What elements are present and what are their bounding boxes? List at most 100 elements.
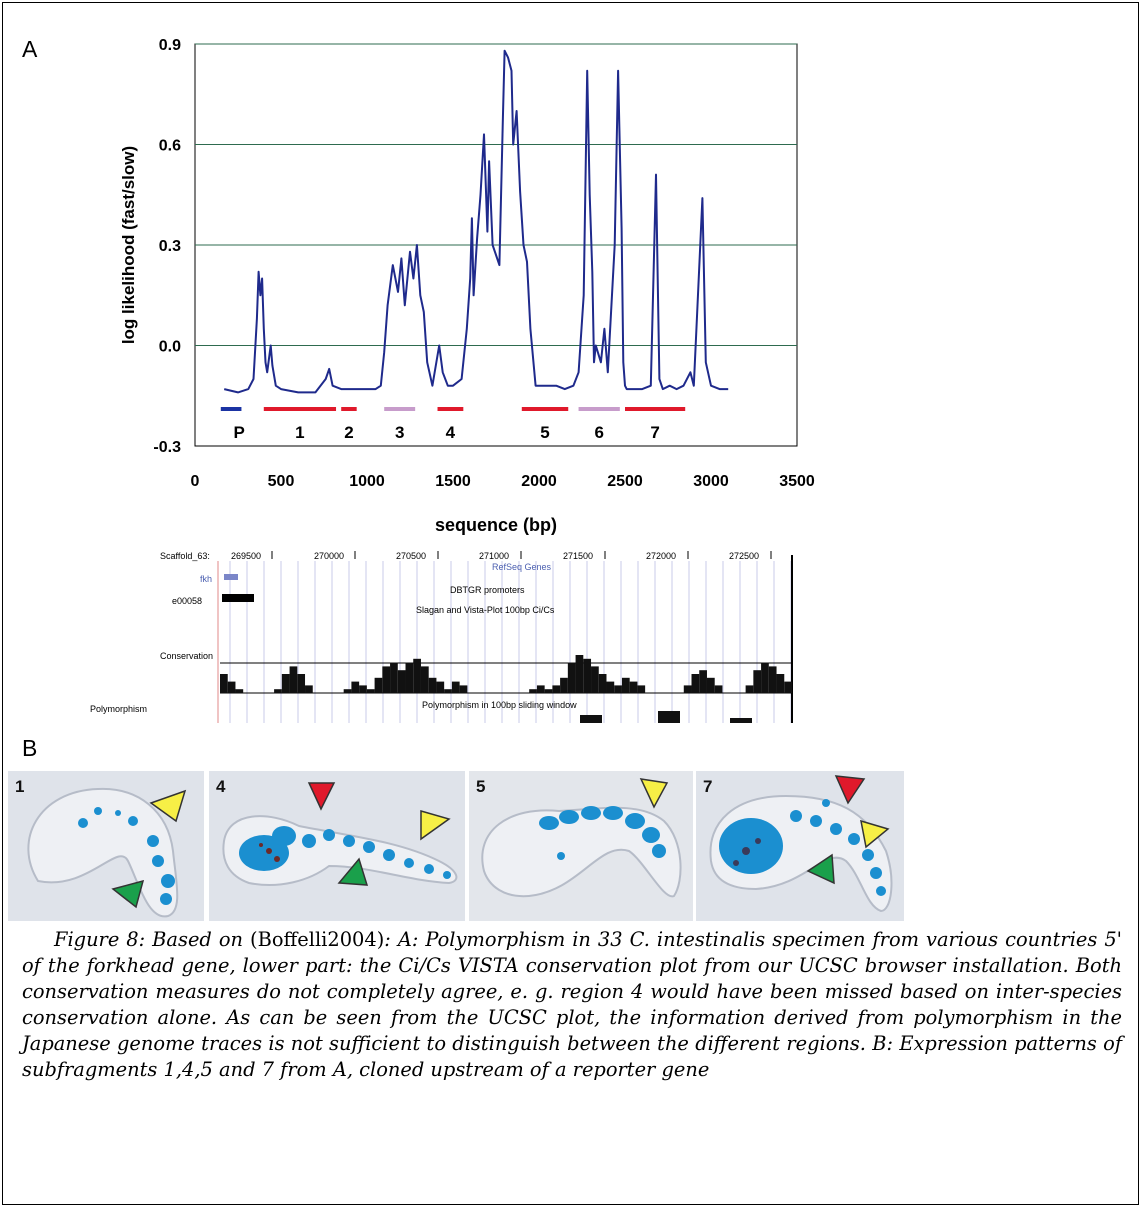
embryo-image	[481, 778, 682, 898]
conservation-bar	[529, 689, 537, 693]
region-label: 4	[446, 423, 456, 442]
red-arrowhead-icon	[834, 775, 866, 805]
conservation-bar	[343, 689, 352, 693]
green-arrowhead-icon	[806, 853, 835, 885]
photo-label: 4	[216, 777, 226, 796]
promoter-block	[222, 594, 254, 602]
embryo-photo: 7	[696, 771, 904, 921]
x-tick-label: 2500	[607, 473, 643, 490]
browser-tracks	[217, 551, 793, 723]
y-tick-label: -0.3	[153, 439, 181, 456]
conservation-bar	[420, 666, 429, 693]
conservation-bar	[544, 689, 553, 693]
region-label: 6	[594, 423, 603, 442]
x-tick-label: 0	[191, 473, 200, 490]
refseq-track-label: RefSeq Genes	[492, 562, 552, 572]
gene-body	[224, 574, 238, 580]
conservation-bar	[451, 681, 460, 693]
conservation-bar	[235, 689, 244, 693]
yellow-arrowhead-icon	[420, 810, 451, 841]
region-label: 2	[344, 423, 353, 442]
photo-label: 5	[476, 777, 486, 796]
conservation-label: Conservation	[160, 651, 214, 661]
conservation-bar	[768, 666, 777, 693]
position-label: 271500	[563, 551, 594, 561]
caption-reference: (Boffelli2004)	[250, 928, 385, 951]
embryo-image	[709, 775, 893, 913]
conservation-bar	[359, 685, 367, 693]
conservation-bar	[552, 685, 561, 693]
embryo-photo: 1	[8, 771, 204, 921]
yellow-arrowhead-icon	[860, 819, 890, 849]
embryo-photo: 5	[469, 771, 693, 921]
conservation-bar	[274, 689, 282, 693]
green-arrowhead-icon	[111, 879, 145, 909]
conservation-bar	[784, 681, 792, 693]
y-tick-label: 0.0	[159, 339, 181, 356]
position-label: 270500	[396, 551, 427, 561]
green-arrowhead-icon	[337, 857, 369, 886]
conservation-bar	[397, 670, 406, 693]
likelihood-line-chart: -0.3 0.0 0.3 0.6 0.9 0 500 1000 1500 2000 2500 3000…	[119, 37, 815, 535]
panel-a-label: A	[22, 36, 38, 62]
conservation-bar	[629, 681, 638, 693]
x-axis-label: sequence (bp)	[435, 515, 557, 535]
embryo-image	[222, 782, 458, 886]
conservation-bar	[428, 677, 437, 693]
position-label: 271000	[479, 551, 510, 561]
conservation-bar	[714, 685, 723, 693]
x-tick-label: 1000	[349, 473, 385, 490]
promoter-id: e00058	[172, 596, 203, 606]
conservation-bar	[297, 674, 306, 693]
panel-b-label: B	[22, 735, 38, 761]
x-tick-label: 2000	[521, 473, 557, 490]
region-label: 7	[650, 423, 659, 442]
caption-figure: Figure 8: Based on	[54, 928, 251, 951]
x-tick-label: 3000	[693, 473, 729, 490]
y-axis-label: log likelihood (fast/slow)	[119, 146, 138, 344]
conservation-bar	[591, 666, 599, 693]
conservation-bar	[289, 666, 298, 693]
conservation-bar	[683, 685, 692, 693]
conservation-bar	[227, 681, 236, 693]
polymorphism-label: Polymorphism	[90, 704, 148, 714]
embryo-photo: 4	[209, 771, 465, 921]
conservation-bar	[281, 674, 290, 693]
conservation-bar	[560, 677, 568, 693]
slagan-track-label: Slagan and Vista-Plot 100bp Ci/Cs	[416, 605, 555, 615]
conservation-bar	[776, 674, 785, 693]
region-label: 3	[395, 423, 404, 442]
conservation-bar	[413, 658, 421, 693]
conservation-bar	[614, 685, 622, 693]
y-tick-label: 0.3	[159, 238, 181, 255]
conservation-bar	[436, 681, 445, 693]
conservation-bar	[598, 674, 607, 693]
conservation-bar	[536, 685, 545, 693]
yellow-arrowhead-icon	[639, 778, 669, 809]
ucsc-browser-panel: Scaffold_63: 269500 270000 270500 271000…	[90, 545, 810, 725]
conservation-bar	[382, 666, 391, 693]
dbtgr-track-label: DBTGR promoters	[450, 585, 525, 595]
region-label: 5	[540, 423, 549, 442]
position-label: 272500	[729, 551, 760, 561]
embryo-image	[27, 787, 187, 918]
polymorphism-bar	[580, 715, 602, 723]
yellow-arrowhead-icon	[149, 789, 187, 823]
conservation-bar	[444, 689, 452, 693]
conservation-bar	[606, 681, 615, 693]
conservation-bar	[351, 681, 360, 693]
x-tick-label: 1500	[435, 473, 471, 490]
conservation-bar	[575, 655, 584, 693]
conservation-bar	[699, 670, 707, 693]
x-tick-label: 500	[268, 473, 295, 490]
photo-label: 1	[15, 777, 25, 796]
conservation-bar	[583, 658, 592, 693]
conservation-bar	[753, 670, 762, 693]
x-tick-label: 3500	[779, 473, 815, 490]
polymorphism-track-label: Polymorphism in 100bp sliding window	[422, 700, 577, 710]
conservation-bar	[706, 677, 715, 693]
figure-caption: Figure 8: Based on (Boffelli2004): A: Po…	[22, 927, 1122, 1083]
conservation-bar	[691, 674, 700, 693]
conservation-bar	[761, 662, 769, 693]
